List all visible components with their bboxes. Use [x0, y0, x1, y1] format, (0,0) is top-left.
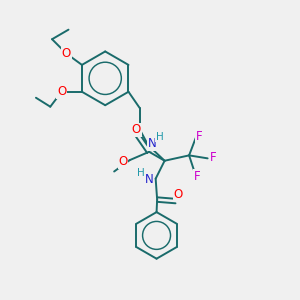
Text: F: F: [196, 130, 202, 143]
Text: O: O: [62, 47, 71, 60]
Text: N: N: [147, 137, 156, 150]
Text: H: H: [137, 168, 145, 178]
Text: O: O: [118, 155, 128, 168]
Text: O: O: [57, 85, 66, 98]
Text: N: N: [145, 173, 154, 186]
Text: O: O: [173, 188, 183, 201]
Text: H: H: [156, 132, 164, 142]
Text: O: O: [132, 124, 141, 136]
Text: F: F: [210, 151, 216, 164]
Text: F: F: [194, 170, 201, 183]
